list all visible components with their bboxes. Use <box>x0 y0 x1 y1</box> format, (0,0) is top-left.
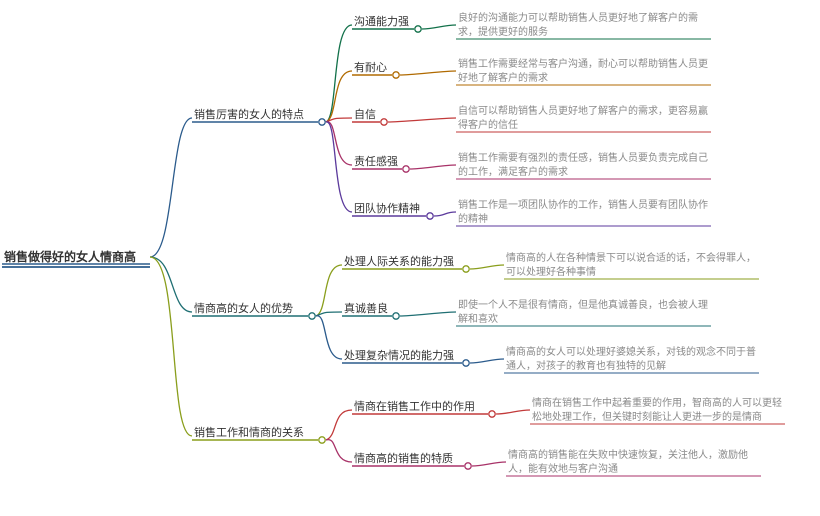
mindmap-node: 有耐心 <box>354 61 387 75</box>
mindmap-desc: 情商高的人在各种情景下可以说合适的话，不会得罪人，可以处理好各种事情 <box>506 252 761 279</box>
mindmap-node: 情商高的女人的优势 <box>194 302 293 316</box>
mindmap-node: 团队协作精神 <box>354 202 420 216</box>
mindmap-desc: 情商高的女人可以处理好婆媳关系，对钱的观念不同于普通人，对孩子的教育也有独特的见… <box>506 346 761 373</box>
mindmap-node: 处理复杂情况的能力强 <box>344 349 454 363</box>
mindmap-node: 情商高的销售的特质 <box>354 452 453 466</box>
mindmap-node: 处理人际关系的能力强 <box>344 255 454 269</box>
mindmap-node: 自信 <box>354 108 376 122</box>
mindmap-desc: 情商高的销售能在失败中快速恢复，关注他人，激励他人，能有效地与客户沟通 <box>508 449 763 476</box>
mindmap-desc: 销售工作需要有强烈的责任感，销售人员要负责完成自己的工作，满足客户的需求 <box>458 152 713 179</box>
mindmap-node: 沟通能力强 <box>354 15 409 29</box>
mindmap-node: 销售工作和情商的关系 <box>194 426 304 440</box>
mindmap-node: 真诚善良 <box>344 302 388 316</box>
mindmap-desc: 良好的沟通能力可以帮助销售人员更好地了解客户的需求，提供更好的服务 <box>458 12 713 39</box>
mindmap-desc: 自信可以帮助销售人员更好地了解客户的需求，更容易赢得客户的信任 <box>458 105 713 132</box>
mindmap-desc: 情商在销售工作中起着重要的作用，智商高的人可以更轻松地处理工作，但关键时刻能让人… <box>532 397 787 424</box>
mindmap-node: 销售厉害的女人的特点 <box>194 108 304 122</box>
mindmap-node: 销售做得好的女人情商高 <box>4 250 136 266</box>
mindmap-desc: 即使一个人不是很有情商，但是他真诚善良，也会被人理解和喜欢 <box>458 299 713 326</box>
mindmap-node: 情商在销售工作中的作用 <box>354 400 475 414</box>
mindmap-node: 责任感强 <box>354 155 398 169</box>
mindmap-desc: 销售工作是一项团队协作的工作，销售人员要有团队协作的精神 <box>458 199 713 226</box>
mindmap-desc: 销售工作需要经常与客户沟通，耐心可以帮助销售人员更好地了解客户的需求 <box>458 58 713 85</box>
